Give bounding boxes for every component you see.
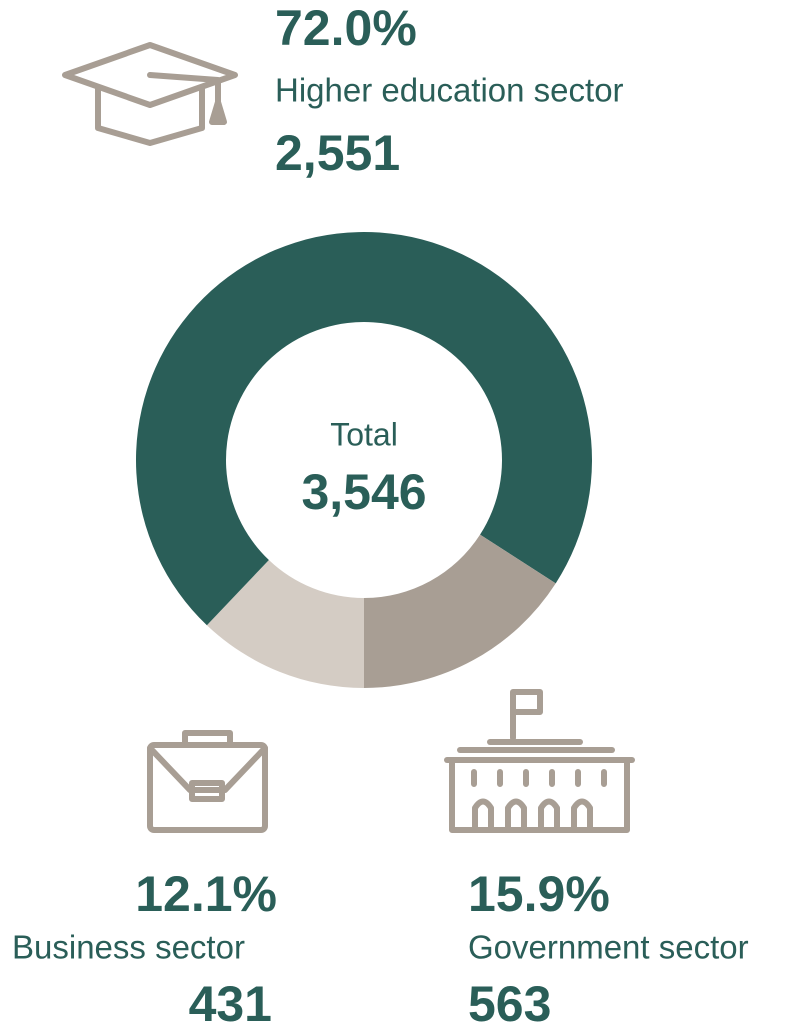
donut-slice — [206, 560, 364, 688]
total-label: Total — [330, 416, 398, 452]
graduation-cap-icon — [62, 42, 238, 146]
donut-slice — [364, 534, 556, 688]
count-label: 431 — [189, 976, 272, 1032]
percent-label: 15.9% — [468, 866, 610, 922]
total-value: 3,546 — [301, 464, 426, 520]
government-building-icon — [444, 689, 635, 833]
sector-name: Higher education sector — [275, 72, 624, 109]
percent-label: 12.1% — [135, 866, 277, 922]
briefcase-icon — [147, 730, 268, 833]
count-label: 2,551 — [275, 125, 400, 181]
donut-slice — [136, 232, 593, 626]
sector-name: Government sector — [468, 929, 749, 966]
count-label: 563 — [468, 976, 551, 1032]
sector-name: Business sector — [12, 929, 245, 966]
percent-label: 72.0% — [275, 0, 417, 56]
